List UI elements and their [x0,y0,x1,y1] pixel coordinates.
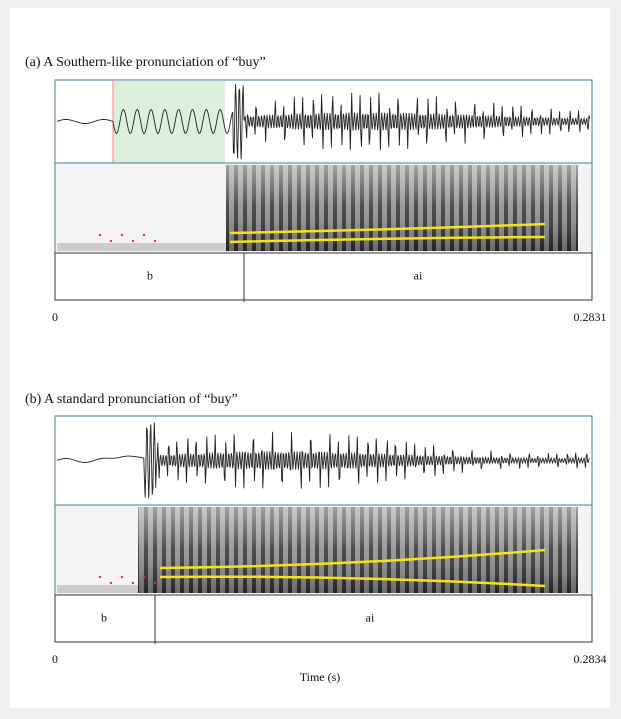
formant-track [229,235,546,244]
formant-dot [153,239,157,243]
waveform [56,422,590,499]
formant-dot [109,239,113,243]
segment-label: ai [414,268,423,282]
waveform [56,84,591,160]
spectrogram-shade [138,507,578,593]
highlight [113,81,225,163]
formant-dot [120,233,124,237]
time-start: 0 [52,652,58,666]
formant-dot [131,581,135,585]
panel-title: (b) A standard pronunciation of “buy” [25,392,238,407]
spectrogram-voicing [57,585,145,593]
formant-track [159,548,546,570]
time-start: 0 [52,310,58,324]
textgrid [54,252,593,301]
formant-dot [98,233,102,237]
formant-dot [98,575,102,579]
segment-label: b [147,268,153,282]
time-end: 0.2831 [574,310,607,324]
textgrid [54,594,593,643]
formant-dot [142,575,146,579]
formant-dot [153,581,157,585]
x-axis-label: Time (s) [300,670,341,684]
spectrogram-voicing [57,243,234,251]
formant-dot [131,239,135,243]
formant-dot [142,233,146,237]
panel-title: (a) A Southern-like pronunciation of “bu… [25,55,266,70]
formant-track [229,222,546,235]
formant-dot [109,581,113,585]
formant-dot [120,575,124,579]
time-end: 0.2834 [574,652,607,666]
formant-track [159,575,546,588]
segment-label: b [101,610,107,624]
segment-label: ai [366,610,375,624]
